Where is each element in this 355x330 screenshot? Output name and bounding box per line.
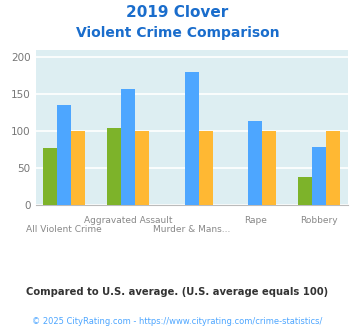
Bar	[135, 131, 149, 205]
Bar	[121, 89, 135, 205]
Bar	[43, 148, 57, 205]
Bar	[185, 72, 199, 205]
Bar	[298, 177, 312, 205]
Text: 2019 Clover: 2019 Clover	[126, 5, 229, 20]
Bar	[107, 128, 121, 205]
Bar	[262, 131, 277, 205]
Bar	[326, 131, 340, 205]
Text: Violent Crime Comparison: Violent Crime Comparison	[76, 26, 279, 40]
Bar	[57, 105, 71, 205]
Bar	[71, 131, 85, 205]
Bar	[199, 131, 213, 205]
Text: Rape: Rape	[244, 216, 267, 225]
Bar	[248, 121, 262, 205]
Text: All Violent Crime: All Violent Crime	[26, 225, 102, 234]
Text: Aggravated Assault: Aggravated Assault	[84, 216, 172, 225]
Text: Compared to U.S. average. (U.S. average equals 100): Compared to U.S. average. (U.S. average …	[26, 287, 329, 297]
Legend: Clover, South Carolina, National: Clover, South Carolina, National	[41, 228, 314, 247]
Text: Robbery: Robbery	[300, 216, 338, 225]
Text: © 2025 CityRating.com - https://www.cityrating.com/crime-statistics/: © 2025 CityRating.com - https://www.city…	[32, 317, 323, 326]
Bar	[312, 147, 326, 205]
Text: Murder & Mans...: Murder & Mans...	[153, 225, 230, 234]
